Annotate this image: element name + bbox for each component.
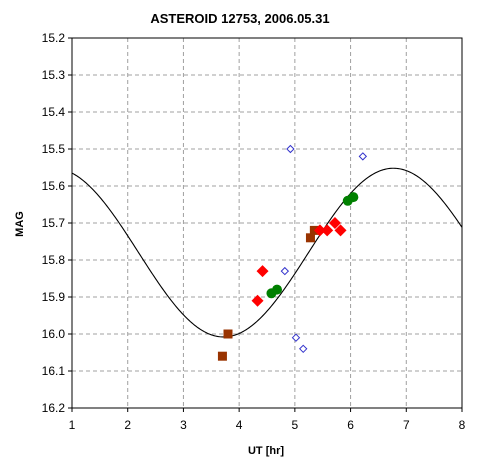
data-point-diamond: [256, 265, 269, 278]
grid-lines: [68, 37, 463, 412]
y-tick-label: 15.7: [42, 216, 66, 230]
data-point-diamond: [313, 224, 326, 237]
data-point-square: [217, 351, 227, 361]
chart-title: ASTEROID 12753, 2006.05.31: [150, 11, 329, 26]
y-tick-label: 16.2: [42, 401, 66, 415]
y-tick-label: 15.8: [42, 253, 66, 267]
data-point-diamond: [334, 224, 347, 237]
y-tick-label: 15.4: [42, 105, 66, 119]
data-point-diamond: [321, 224, 334, 237]
y-tick-label: 16.1: [42, 364, 66, 378]
data-point-square: [305, 233, 315, 243]
fit-curve-layer: [71, 167, 463, 338]
x-tick-label: 5: [292, 418, 299, 432]
y-tick-label: 16.0: [42, 327, 66, 341]
data-point-diamond: [328, 217, 341, 229]
tick-labels: 1 2 3 4 5 6 7 8 15.2 15.3 15.4 15.5 15.6 15.7 15.8 15.9…: [42, 31, 466, 432]
y-axis-title: MAG: [14, 211, 26, 237]
data-point-square: [223, 329, 233, 339]
data-point-open-diamond: [280, 266, 290, 276]
x-tick-label: 7: [403, 418, 410, 432]
data-point-diamond: [251, 294, 264, 307]
x-axis-title: UT [hr]: [248, 445, 284, 457]
x-tick-label: 1: [69, 418, 76, 432]
data-point-open-diamond: [291, 333, 301, 342]
x-tick-label: 8: [459, 418, 466, 432]
data-point-circle: [348, 192, 359, 203]
x-tick-label: 6: [347, 418, 354, 432]
data-point-open-diamond: [286, 144, 295, 154]
y-tick-label: 15.3: [42, 68, 66, 82]
y-tick-label: 15.9: [42, 290, 66, 304]
x-tick-label: 2: [124, 418, 131, 432]
y-tick-label: 15.2: [42, 31, 66, 45]
plot-frame: [71, 37, 463, 409]
fit-curve: [71, 167, 463, 338]
data-point-open-diamond: [358, 152, 368, 161]
y-tick-label: 15.5: [42, 142, 66, 156]
data-point-circle: [272, 284, 283, 295]
y-tick-label: 15.6: [42, 179, 66, 193]
x-tick-label: 4: [236, 418, 243, 432]
x-tick-label: 3: [180, 418, 187, 432]
data-points: [217, 144, 368, 361]
data-point-open-diamond: [299, 344, 308, 354]
